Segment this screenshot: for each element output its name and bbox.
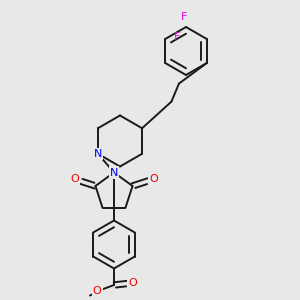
Text: F: F [173, 32, 180, 42]
Text: O: O [149, 174, 158, 184]
Text: N: N [94, 149, 102, 159]
Text: O: O [70, 174, 79, 184]
Text: O: O [93, 286, 102, 296]
Text: F: F [181, 12, 188, 22]
Text: N: N [110, 167, 118, 178]
Text: O: O [128, 278, 137, 289]
